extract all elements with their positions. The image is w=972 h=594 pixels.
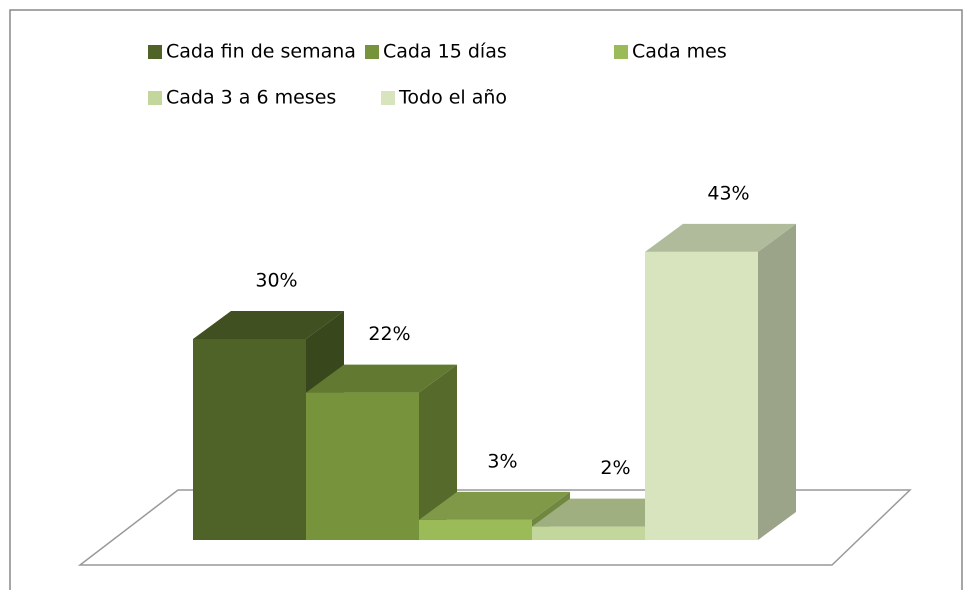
bar-side (758, 223, 796, 540)
legend-swatch (148, 45, 162, 59)
data-label: 3% (487, 450, 517, 472)
legend-label: Cada fin de semana (166, 41, 356, 63)
bar-top (193, 311, 344, 339)
data-label: 43% (707, 182, 749, 204)
legend-label: Cada 15 días (383, 41, 507, 63)
legend-swatch (381, 91, 395, 105)
legend-swatch (148, 91, 162, 105)
data-label: 22% (368, 323, 410, 345)
legend-label: Cada 3 a 6 meses (166, 87, 336, 109)
bar-side (419, 364, 457, 540)
bar (645, 251, 758, 540)
legend-label: Cada mes (632, 41, 727, 63)
data-label: 30% (255, 270, 297, 292)
data-label: 2% (600, 457, 630, 479)
bar-top (419, 491, 570, 520)
bar-top (645, 223, 796, 252)
bar (193, 339, 306, 540)
legend-swatch (614, 45, 628, 59)
legend-label: Todo el año (398, 87, 507, 109)
bar-top (306, 364, 457, 393)
bar (419, 519, 532, 540)
bar (306, 392, 419, 540)
bar (532, 526, 645, 540)
legend-swatch (365, 45, 379, 59)
